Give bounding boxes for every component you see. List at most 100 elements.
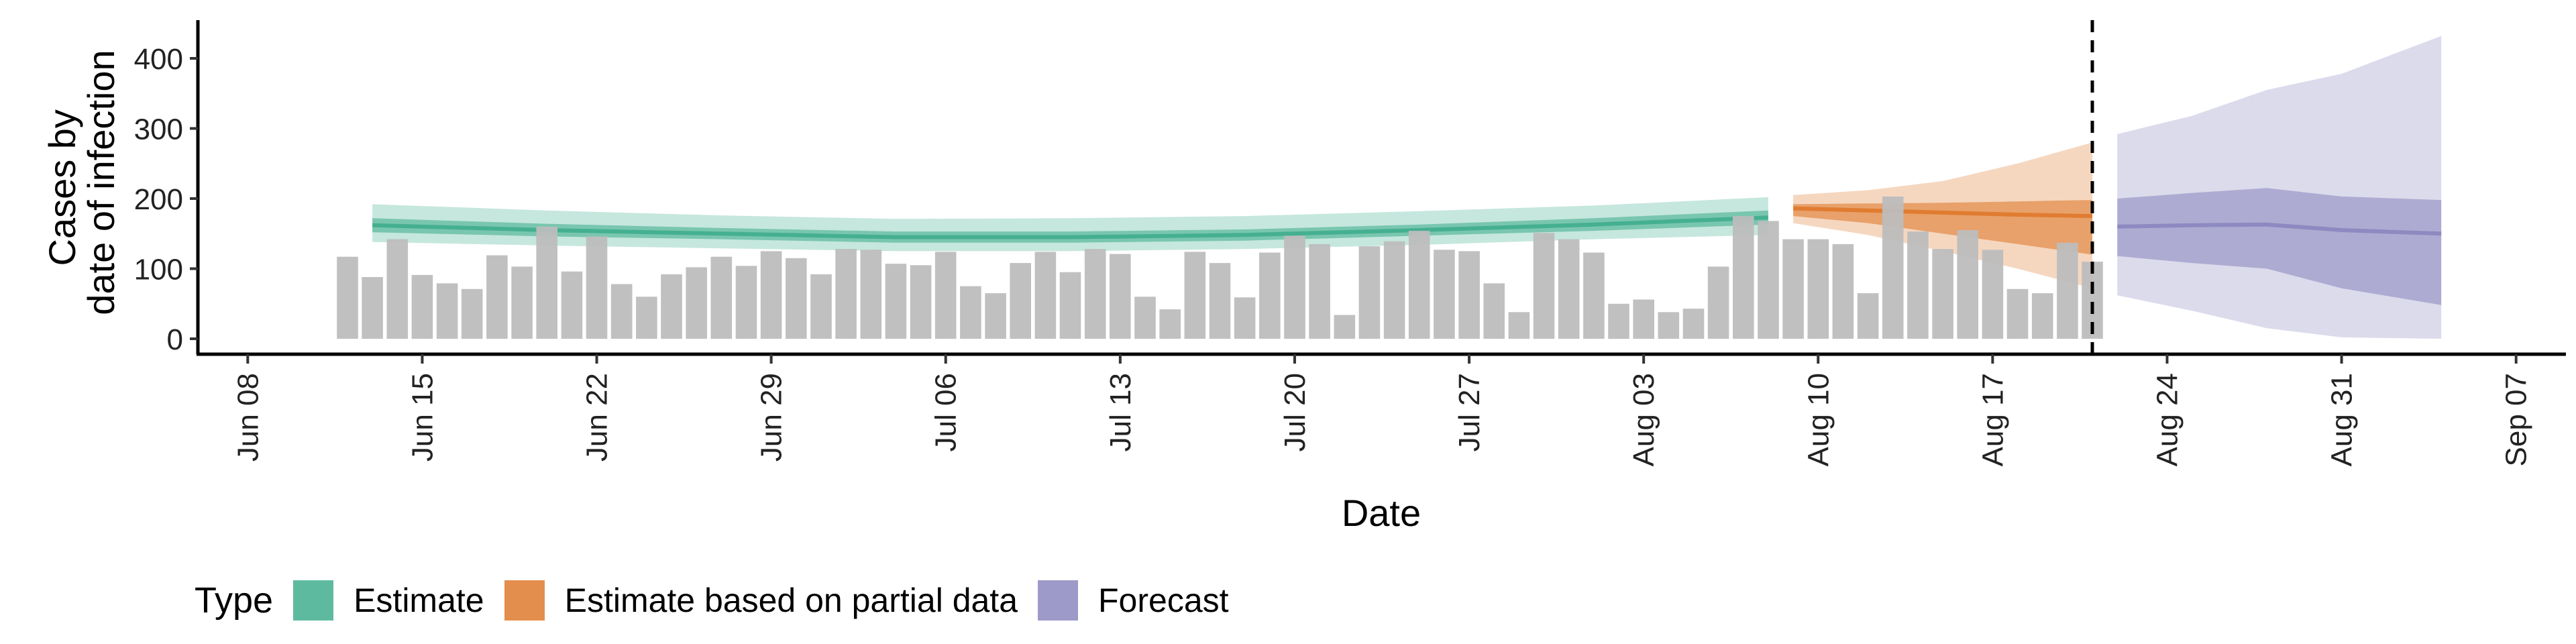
legend-item-forecast: Forecast — [1038, 580, 1229, 621]
y-tick-label: 200 — [134, 183, 183, 216]
bar — [686, 267, 707, 339]
bar — [2006, 288, 2029, 339]
y-axis-title: Cases by date of infection — [41, 50, 122, 315]
bar — [1583, 252, 1605, 339]
bar — [1782, 239, 1804, 339]
x-tick-label: Jul 27 — [1453, 373, 1486, 451]
bar — [1508, 312, 1530, 339]
bar — [536, 226, 557, 339]
legend-label-forecast: Forecast — [1098, 582, 1229, 619]
bar — [810, 274, 832, 339]
bar — [362, 277, 383, 339]
y-ticks: 0 100 200 300 400 — [134, 43, 198, 356]
bar — [1059, 272, 1081, 339]
x-tick-label: Jun 29 — [755, 373, 788, 462]
bar — [1758, 221, 1779, 339]
bar — [1608, 303, 1629, 339]
x-tick-label: Jun 08 — [231, 373, 264, 462]
bar — [835, 249, 857, 339]
x-tick-label: Jun 15 — [406, 373, 439, 462]
x-ticks: Jun 08 Jun 15 Jun 22 Jun 29 Jul 06 Jul 13 Jul … — [231, 354, 2533, 466]
bar — [386, 239, 409, 339]
legend-label-estimate: Estimate — [354, 582, 484, 619]
x-tick-label: Jul 13 — [1104, 373, 1137, 451]
forecast-median-line — [2117, 222, 2442, 236]
x-tick-label: Aug 10 — [1802, 373, 1835, 466]
bar — [735, 266, 757, 339]
bar — [1458, 251, 1480, 339]
bar — [1408, 231, 1430, 339]
bar — [1334, 315, 1356, 339]
bar — [1832, 244, 1854, 339]
axes — [196, 20, 2566, 356]
legend: Type Estimate Estimate based on partial … — [195, 574, 1249, 627]
y-tick-label: 400 — [134, 43, 183, 76]
bar — [486, 255, 508, 339]
bar — [461, 288, 483, 339]
legend-label-partial: Estimate based on partial data — [564, 582, 1018, 619]
legend-item-estimate: Estimate — [293, 580, 484, 621]
bar — [1309, 244, 1330, 339]
bar — [1358, 246, 1381, 339]
forecast-band-50 — [2117, 188, 2442, 305]
bar — [661, 274, 682, 339]
bar — [934, 252, 957, 339]
bar — [1084, 249, 1106, 339]
bar — [2057, 242, 2078, 339]
bar — [710, 256, 733, 339]
bar — [411, 274, 433, 339]
legend-key-estimate — [293, 580, 334, 621]
bar — [337, 256, 358, 339]
x-tick-label: Aug 17 — [1976, 373, 2009, 466]
x-tick-label: Jul 20 — [1279, 373, 1311, 451]
estimate-based-on-partial-data-median-line — [1793, 206, 2093, 219]
bar — [960, 286, 981, 339]
bar — [760, 251, 782, 339]
bar — [1857, 293, 1879, 339]
bar — [1707, 266, 1729, 339]
bar — [1957, 230, 1978, 339]
y-axis-title-line-1: Cases by — [41, 109, 83, 266]
estimate-median-line — [372, 215, 1769, 239]
x-tick-label: Jun 22 — [581, 373, 614, 462]
bar — [1010, 263, 1031, 339]
bar — [1932, 249, 1953, 339]
bar — [860, 250, 882, 339]
bar — [1259, 252, 1281, 339]
x-tick-label: Aug 03 — [1627, 373, 1660, 466]
x-axis-title: Date — [1342, 492, 1421, 534]
bar — [1558, 239, 1580, 339]
bar — [561, 271, 583, 339]
x-tick-label: Jul 06 — [930, 373, 963, 451]
bar — [1882, 196, 1904, 339]
bar — [1434, 250, 1455, 339]
bar — [1682, 309, 1705, 339]
ribbon-bands — [372, 36, 2442, 339]
bar — [1907, 231, 1929, 339]
bar — [1284, 235, 1305, 339]
bar — [885, 264, 907, 339]
bar — [1034, 252, 1057, 339]
estimate-based-on-partial-data-band-90 — [1793, 142, 2092, 288]
y-tick-label: 300 — [134, 113, 183, 146]
bar — [1234, 297, 1256, 339]
bar — [1209, 263, 1231, 339]
bar — [1184, 252, 1206, 339]
y-tick-label: 100 — [134, 254, 183, 286]
bars — [337, 196, 2103, 339]
bar — [636, 297, 657, 339]
bar — [436, 283, 458, 339]
bar — [1658, 312, 1680, 339]
bar — [1483, 283, 1505, 339]
bar — [1134, 297, 1156, 339]
bar — [511, 266, 533, 339]
forecast-band-90 — [2117, 36, 2442, 339]
y-tick-label: 0 — [167, 323, 183, 356]
legend-title: Type — [195, 580, 274, 621]
legend-key-forecast — [1038, 580, 1079, 621]
y-axis-title-line-2: date of infection — [80, 50, 122, 315]
bar — [1733, 216, 1754, 339]
bar — [610, 284, 633, 339]
bar — [1982, 250, 2004, 339]
